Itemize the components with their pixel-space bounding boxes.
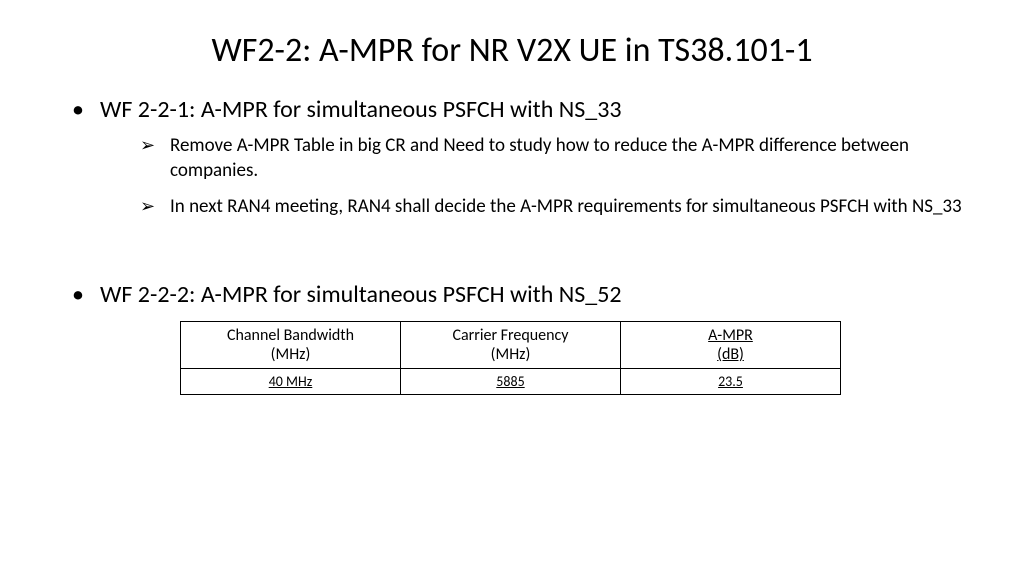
cell-channel-bw: 40 MHz xyxy=(181,369,401,395)
table-header-row: Channel Bandwidth (MHz) Carrier Frequenc… xyxy=(181,322,841,369)
col-header-carrier-freq: Carrier Frequency (MHz) xyxy=(401,322,621,369)
section1-heading: WF 2-2-1: A-MPR for simultaneous PSFCH w… xyxy=(68,95,964,220)
section1-sublist: Remove A-MPR Table in big CR and Need to… xyxy=(140,134,964,220)
bullet-list-level1-b: WF 2-2-2: A-MPR for simultaneous PSFCH w… xyxy=(68,280,964,309)
col-header-ampr-l2: (dB) xyxy=(717,345,744,364)
col-header-channel-bw: Channel Bandwidth (MHz) xyxy=(181,322,401,369)
section2-heading: WF 2-2-2: A-MPR for simultaneous PSFCH w… xyxy=(68,280,964,309)
ampr-table: Channel Bandwidth (MHz) Carrier Frequenc… xyxy=(180,321,841,395)
col-header-carrier-freq-l1: Carrier Frequency xyxy=(452,326,568,345)
section2-heading-text: WF 2-2-2: A-MPR for simultaneous PSFCH w… xyxy=(100,280,622,309)
cell-ampr: 23.5 xyxy=(621,369,841,395)
slide-title: WF2-2: A-MPR for NR V2X UE in TS38.101-1 xyxy=(60,30,964,71)
col-header-ampr: A-MPR (dB) xyxy=(621,322,841,369)
table-wrapper: Channel Bandwidth (MHz) Carrier Frequenc… xyxy=(180,321,964,395)
bullet-list-level1: WF 2-2-1: A-MPR for simultaneous PSFCH w… xyxy=(68,95,964,220)
table-row: 40 MHz 5885 23.5 xyxy=(181,369,841,395)
cell-carrier-freq: 5885 xyxy=(401,369,621,395)
section1-bullet-0: Remove A-MPR Table in big CR and Need to… xyxy=(140,134,964,183)
section1-bullet-1: In next RAN4 meeting, RAN4 shall decide … xyxy=(140,195,964,220)
col-header-carrier-freq-l2: (MHz) xyxy=(491,345,531,364)
spacer xyxy=(60,232,964,280)
col-header-ampr-l1: A-MPR xyxy=(708,326,753,345)
col-header-channel-bw-l1: Channel Bandwidth xyxy=(227,326,354,345)
section1-heading-text: WF 2-2-1: A-MPR for simultaneous PSFCH w… xyxy=(100,95,622,124)
col-header-channel-bw-l2: (MHz) xyxy=(271,345,311,364)
